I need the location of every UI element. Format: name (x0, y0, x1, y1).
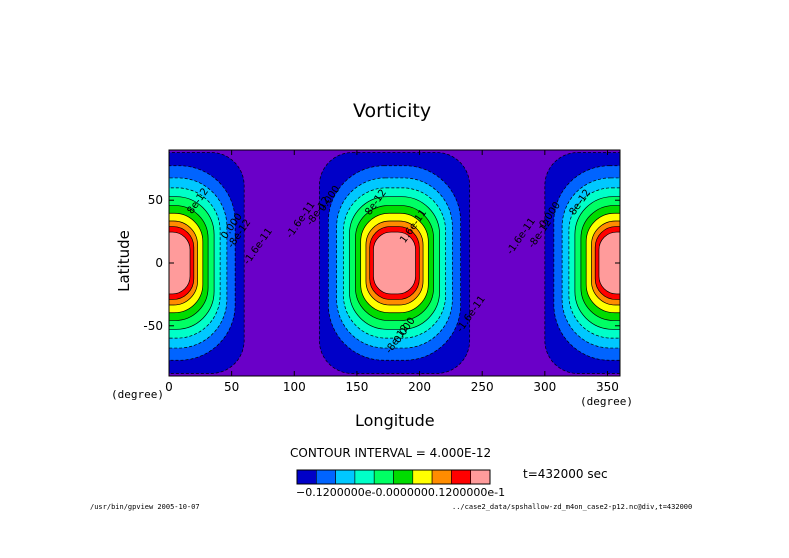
y-tick-label: 0 (155, 256, 163, 270)
contour-interval-text: CONTOUR INTERVAL = 4.000E-12 (290, 446, 492, 460)
y-tick-label: -50 (143, 319, 163, 333)
x-tick-label: 250 (471, 380, 494, 394)
x-tick-label: 200 (408, 380, 431, 394)
x-tick-label: 150 (345, 380, 368, 394)
colorbar-swatch (393, 469, 414, 485)
y-axis-unit: (degree) (111, 388, 164, 401)
x-tick-label: 300 (533, 380, 556, 394)
x-tick-label: 0 (165, 380, 173, 394)
colorbar-frame (296, 469, 491, 485)
x-tick-label: 50 (224, 380, 239, 394)
colorbar-swatch (335, 469, 356, 485)
x-tick-label: 350 (596, 380, 619, 394)
colorbar-swatch (296, 469, 317, 485)
x-axis-unit: (degree) (580, 395, 633, 408)
x-tick-label: 100 (283, 380, 306, 394)
colorbar-swatch (412, 469, 433, 485)
y-axis-label: Latitude (115, 230, 133, 292)
colorbar-swatch (315, 469, 336, 485)
chart-title: Vorticity (353, 100, 432, 122)
colorbar-swatch (354, 469, 375, 485)
colorbar-swatch (451, 469, 471, 485)
footer-right: ../case2_data/spshallow-zd_m4on_case2-p1… (452, 503, 693, 511)
colorbar-labels: −0.1200000e-0.0000000.1200000e-1 (296, 486, 506, 499)
colorbar-swatch (373, 469, 394, 485)
y-tick-label: 50 (148, 193, 163, 207)
time-text: t=432000 sec (523, 467, 608, 481)
contour-field (169, 150, 620, 376)
x-axis-label: Longitude (355, 411, 435, 430)
colorbar-swatch (470, 469, 491, 485)
contour-band (373, 231, 416, 295)
footer-left: /usr/bin/gpview 2005-10-07 (90, 503, 200, 511)
colorbar-swatch (431, 469, 452, 485)
